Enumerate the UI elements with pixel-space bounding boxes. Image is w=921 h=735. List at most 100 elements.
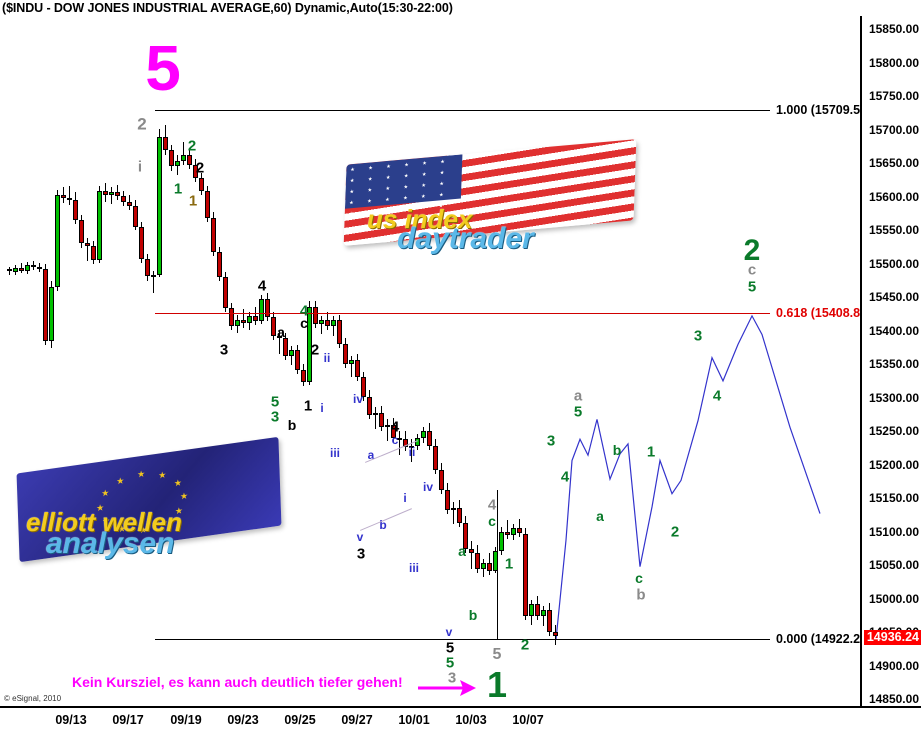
candle-body (67, 197, 72, 201)
candle-body (457, 508, 462, 523)
fib-level-line (155, 110, 770, 111)
candle-body (61, 195, 66, 198)
candle-body (541, 610, 546, 616)
candle-body (367, 396, 372, 416)
candle-body (481, 562, 486, 570)
star-icon: ★ (367, 187, 373, 194)
candle-body (313, 306, 318, 324)
last-price-badge: 14936.24 (863, 630, 921, 645)
wave-label: 5 (573, 403, 583, 421)
candle-body (97, 191, 102, 261)
candle-body (505, 532, 510, 535)
candle-body (151, 274, 156, 277)
wave-label: 5 (445, 654, 455, 672)
wave-label: iii (408, 561, 420, 575)
candle-body (145, 258, 150, 277)
annotation-arrow-icon (418, 680, 476, 696)
candle-body (139, 226, 144, 259)
candle-wick (279, 330, 280, 355)
candle-body (55, 195, 60, 287)
candle-body (475, 553, 480, 570)
wave-label: 3 (546, 432, 556, 450)
candle-body (445, 489, 450, 510)
wave-label: c (488, 513, 496, 529)
price-axis-line (860, 16, 862, 706)
candle-wick (507, 520, 508, 539)
candle-body (79, 220, 84, 243)
wave-label: a (367, 448, 375, 462)
annotation-text: Kein Kursziel, es kann auch deutlich tie… (72, 674, 403, 690)
star-icon: ★ (116, 475, 125, 487)
wave-label: 1 (188, 192, 198, 210)
candle-body (235, 319, 240, 327)
date-tick-label: 09/17 (112, 713, 144, 727)
candle-body (403, 439, 408, 448)
candle-wick (183, 142, 184, 165)
candle-body (157, 136, 162, 275)
candle-body (175, 160, 180, 166)
star-icon: ★ (348, 211, 354, 218)
candle-wick (471, 541, 472, 570)
candle-body (373, 412, 378, 416)
candle-body (451, 508, 456, 511)
wave-label: 5 (270, 393, 280, 411)
candle-body (103, 191, 108, 196)
candle-body (19, 268, 24, 271)
candle-wick (411, 439, 412, 462)
star-icon: ★ (402, 195, 408, 202)
wave-label: a (573, 387, 583, 405)
star-icon: ★ (386, 163, 391, 171)
logo-word-primary: us index (367, 204, 473, 234)
chart-plot-area[interactable] (0, 16, 860, 706)
star-icon: ★ (158, 469, 167, 481)
wave-label: c (391, 433, 399, 447)
chart-title: ($INDU - DOW JONES INDUSTRIAL AVERAGE,60… (2, 1, 453, 15)
wave-label: a (277, 324, 285, 340)
date-tick-label: 10/07 (512, 713, 544, 727)
candle-body (13, 268, 18, 273)
candle-body (31, 264, 36, 268)
candle-body (85, 242, 90, 246)
wave-label: v (445, 625, 453, 639)
star-icon: ★ (403, 184, 409, 191)
elliott-wellen-analysen-logo: ★ ★ ★ ★ ★ ★ ★ ★ ★ ★ ★ ★ elliott wellen analysen (16, 436, 282, 575)
degree-label: 5 (145, 32, 181, 104)
candle-body (337, 319, 342, 344)
candle-body (295, 350, 300, 371)
candle-wick (69, 185, 70, 206)
star-icon: ★ (440, 158, 445, 166)
candle-body (205, 191, 210, 218)
logo-word-secondary: daytrader (397, 222, 534, 255)
wave-label: b (612, 442, 622, 458)
candle-body (37, 267, 42, 270)
candle-body (421, 431, 426, 438)
wave-label: 1 (173, 180, 183, 198)
star-icon: ★ (367, 176, 373, 183)
fib-level-label: 0.618 (15408.8 (776, 306, 861, 320)
wave-label: 1 (646, 443, 656, 461)
logo-word-secondary: analysen (46, 527, 175, 560)
star-icon: ★ (421, 171, 427, 178)
projection-path (555, 314, 821, 640)
price-scale[interactable]: 15850.00 15800.00 15750.00 15700.00 15650.00… (862, 0, 921, 735)
candle-body (349, 359, 354, 364)
wave-label: iii (329, 446, 341, 460)
wave-label: 1 (504, 555, 514, 573)
star-icon: ★ (368, 165, 373, 172)
wave-label: 2 (310, 341, 320, 359)
date-scale[interactable]: 09/13 09/17 09/19 09/23 09/25 09/27 10/01 10/03… (0, 709, 860, 735)
candle-body (265, 298, 270, 318)
candle-wick (153, 270, 154, 294)
wave-label: 3 (356, 545, 366, 563)
candle-body (109, 192, 114, 196)
candle-body (463, 522, 468, 550)
candle-body (427, 431, 432, 446)
star-icon: ★ (421, 182, 427, 190)
wave-label: b (379, 518, 387, 532)
degree-label: 1 (486, 664, 508, 705)
candle-body (217, 252, 222, 278)
wave-label: i (137, 158, 143, 176)
candle-body (259, 298, 264, 322)
price-tick-label: 15550.00 (868, 223, 919, 237)
candle-body (529, 603, 534, 616)
